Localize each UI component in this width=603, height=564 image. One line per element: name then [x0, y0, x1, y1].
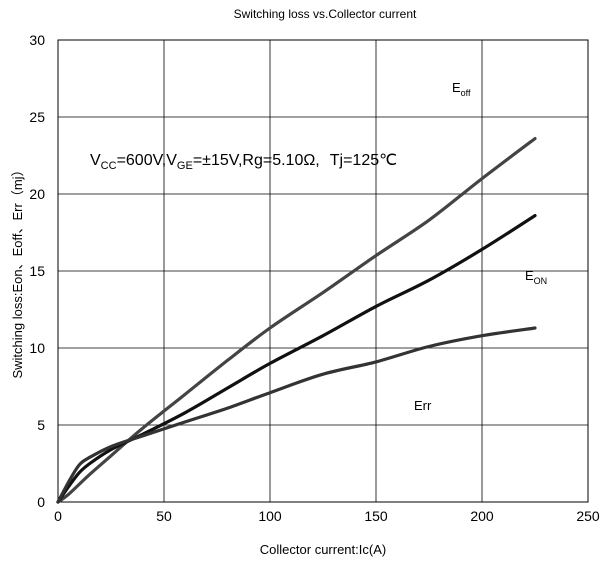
y-tick-label: 0 [37, 494, 45, 510]
x-tick-label: 100 [258, 508, 282, 524]
series-label-err: Err [414, 398, 432, 413]
series-lines [56, 137, 537, 504]
y-tick-label: 5 [37, 417, 45, 433]
tick-labels: 0 50 100 150 200 250 0 5 10 15 20 25 30 [29, 32, 599, 524]
x-tick-label: 50 [156, 508, 172, 524]
x-tick-label: 200 [470, 508, 494, 524]
series-line-eoff [56, 137, 537, 504]
x-tick-label: 150 [364, 508, 388, 524]
condition-annotation: VCC=600V,VGE=±15V,Rg=5.10Ω, Tj=125℃ [90, 152, 397, 172]
y-axis-label: Switching loss:Eon、Eoff、Err（mj） [10, 163, 25, 378]
plot-area-border [57, 39, 589, 503]
series-label-eon: EON [525, 268, 547, 286]
chart-title: Switching loss vs.Collector current [234, 7, 417, 21]
y-tick-label: 15 [29, 263, 45, 279]
x-axis-label: Collector current:Ic(A) [260, 542, 386, 557]
series-label-eoff: Eoff [452, 80, 471, 98]
y-tick-label: 25 [29, 109, 45, 125]
x-tick-label: 0 [54, 508, 62, 524]
y-tick-label: 30 [29, 32, 45, 48]
y-tick-label: 20 [29, 186, 45, 202]
y-tick-label: 10 [29, 340, 45, 356]
series-line-eon [56, 214, 537, 504]
series-line-err [56, 326, 537, 504]
x-tick-label: 250 [576, 508, 600, 524]
